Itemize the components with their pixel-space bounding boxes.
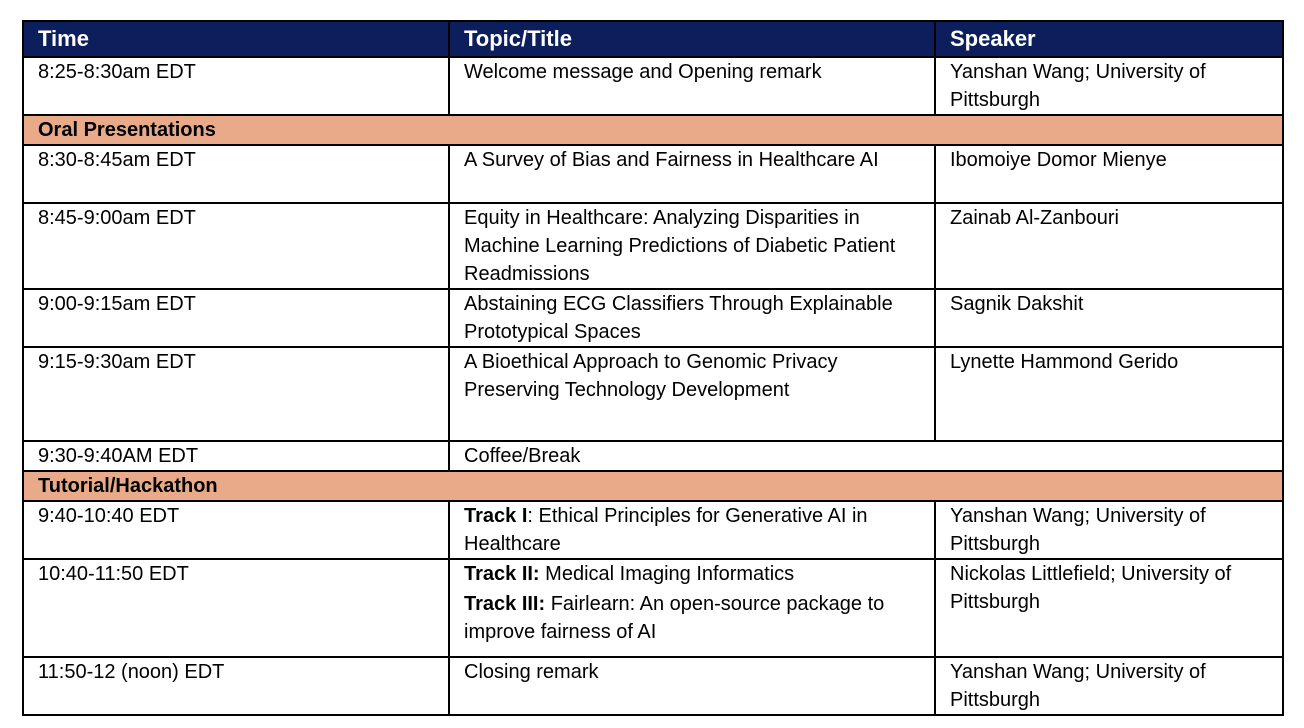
header-row: Time Topic/Title Speaker	[22, 20, 1284, 58]
table-row: 9:40-10:40 EDT Track I: Ethical Principl…	[22, 500, 1284, 560]
topic-cell: Closing remark	[448, 656, 936, 716]
speaker-cell: Nickolas Littlefield; University of Pitt…	[934, 558, 1284, 658]
time-cell: 8:45-9:00am EDT	[22, 202, 450, 290]
topic-cell: Equity in Healthcare: Analyzing Disparit…	[448, 202, 936, 290]
topic-cell: A Bioethical Approach to Genomic Privacy…	[448, 346, 936, 442]
time-cell: 9:15-9:30am EDT	[22, 346, 450, 442]
speaker-cell: Sagnik Dakshit	[934, 288, 1284, 348]
time-cell: 8:30-8:45am EDT	[22, 144, 450, 204]
speaker-cell: Yanshan Wang; University of Pittsburgh	[934, 656, 1284, 716]
time-cell: 8:25-8:30am EDT	[22, 56, 450, 116]
speaker-cell: Yanshan Wang; University of Pittsburgh	[934, 56, 1284, 116]
topic-cell: Track I: Ethical Principles for Generati…	[448, 500, 936, 560]
table-row: 9:15-9:30am EDT A Bioethical Approach to…	[22, 346, 1284, 442]
header-topic: Topic/Title	[448, 20, 936, 58]
track-line: Track III: Fairlearn: An open-source pac…	[464, 590, 920, 646]
speaker-cell: Zainab Al-Zanbouri	[934, 202, 1284, 290]
speaker-cell: Lynette Hammond Gerido	[934, 346, 1284, 442]
topic-cell: Welcome message and Opening remark	[448, 56, 936, 116]
header-speaker: Speaker	[934, 20, 1284, 58]
topic-cell: A Survey of Bias and Fairness in Healthc…	[448, 144, 936, 204]
table-row: 8:45-9:00am EDT Equity in Healthcare: An…	[22, 202, 1284, 290]
track-label: Track III:	[464, 593, 546, 615]
time-cell: 9:40-10:40 EDT	[22, 500, 450, 560]
time-cell: 9:30-9:40AM EDT	[22, 440, 450, 472]
topic-cell: Track II: Medical Imaging Informatics Tr…	[448, 558, 936, 658]
table-row: 9:00-9:15am EDT Abstaining ECG Classifie…	[22, 288, 1284, 348]
track-label: Track I	[464, 505, 528, 527]
section-label: Oral Presentations	[22, 114, 1284, 146]
topic-cell: Coffee/Break	[448, 440, 1284, 472]
time-cell: 11:50-12 (noon) EDT	[22, 656, 450, 716]
table-row: 11:50-12 (noon) EDT Closing remark Yansh…	[22, 656, 1284, 716]
track-label: Track II:	[464, 563, 540, 585]
track-line: Track II: Medical Imaging Informatics	[464, 561, 920, 588]
table-row: 8:25-8:30am EDT Welcome message and Open…	[22, 56, 1284, 116]
table-row: 9:30-9:40AM EDT Coffee/Break	[22, 440, 1284, 472]
topic-cell: Abstaining ECG Classifiers Through Expla…	[448, 288, 936, 348]
header-time: Time	[22, 20, 450, 58]
table-row: 8:30-8:45am EDT A Survey of Bias and Fai…	[22, 144, 1284, 204]
speaker-cell: Ibomoiye Domor Mienye	[934, 144, 1284, 204]
time-cell: 9:00-9:15am EDT	[22, 288, 450, 348]
section-row-tutorial: Tutorial/Hackathon	[22, 470, 1284, 502]
table-row: 10:40-11:50 EDT Track II: Medical Imagin…	[22, 558, 1284, 658]
track-text: Medical Imaging Informatics	[539, 563, 795, 585]
section-row-oral: Oral Presentations	[22, 114, 1284, 146]
section-label: Tutorial/Hackathon	[22, 470, 1284, 502]
time-cell: 10:40-11:50 EDT	[22, 558, 450, 658]
speaker-cell: Yanshan Wang; University of Pittsburgh	[934, 500, 1284, 560]
track-text: : Ethical Principles for Generative AI i…	[464, 505, 868, 555]
schedule-table: Time Topic/Title Speaker 8:25-8:30am EDT…	[22, 20, 1284, 716]
track-text: Fairlearn: An open-source package to imp…	[464, 593, 885, 643]
